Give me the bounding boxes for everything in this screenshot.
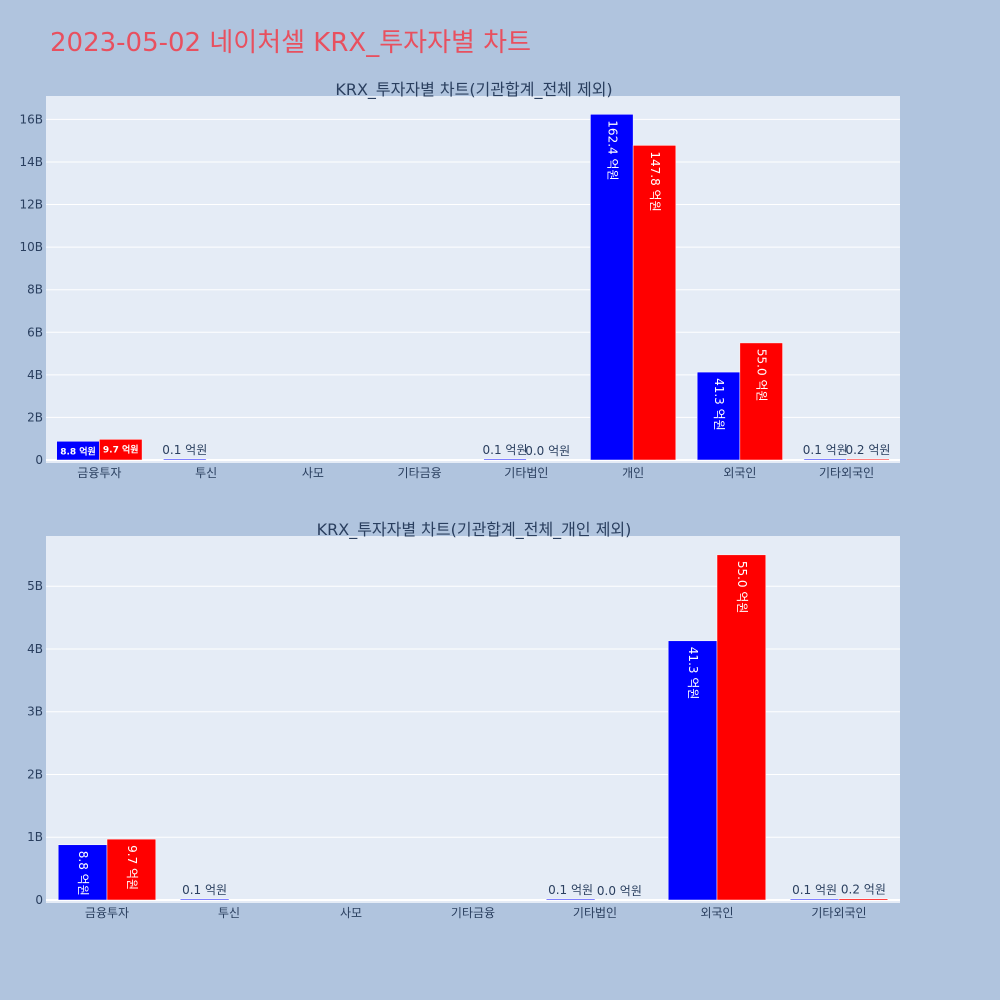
bar-label: 0.1 억원 xyxy=(803,443,848,457)
y-tick-label: 5B xyxy=(27,579,43,593)
bar-label: 0.0 억원 xyxy=(525,444,570,458)
bar-label: 41.3 억원 xyxy=(712,378,726,431)
x-tick-label: 기타금융 xyxy=(398,466,442,480)
bar xyxy=(789,898,840,901)
bar xyxy=(838,898,889,901)
bar-label: 147.8 억원 xyxy=(648,151,662,211)
bar-label: 9.7 억원 xyxy=(103,443,139,455)
y-tick-label: 4B xyxy=(27,368,43,382)
y-tick-label: 16B xyxy=(19,112,43,126)
y-tick-label: 12B xyxy=(19,198,43,212)
bar-label: 0.0 억원 xyxy=(597,884,642,898)
x-tick-label: 금융투자 xyxy=(77,466,121,480)
bar-label: 9.7 억원 xyxy=(125,845,139,890)
bar-label: 0.1 억원 xyxy=(548,883,593,897)
chart-title: KRX_투자자별 차트(기관합계_전체_개인 제외) xyxy=(317,520,632,540)
x-tick-label: 기타법인 xyxy=(573,906,617,920)
bar xyxy=(667,640,718,901)
x-tick-label: 사모 xyxy=(340,906,362,920)
bar xyxy=(106,838,157,901)
bar-label: 0.1 억원 xyxy=(483,443,528,457)
x-tick-label: 기타외국인 xyxy=(811,906,866,920)
bar xyxy=(846,458,890,461)
x-tick-label: 사모 xyxy=(302,466,324,480)
y-tick-label: 1B xyxy=(27,830,43,844)
y-tick-label: 14B xyxy=(19,155,43,169)
bar-label: 55.0 억원 xyxy=(735,561,749,614)
bar xyxy=(716,554,767,901)
bar-label: 0.1 억원 xyxy=(182,883,227,897)
bar xyxy=(99,439,143,461)
y-tick-label: 4B xyxy=(27,642,43,656)
y-tick-label: 8B xyxy=(27,283,43,297)
bar-label: 0.1 억원 xyxy=(162,443,207,457)
bar-label: 8.8 억원 xyxy=(76,851,90,896)
y-tick-label: 3B xyxy=(27,705,43,719)
y-tick-label: 2B xyxy=(27,410,43,424)
y-tick-label: 10B xyxy=(19,240,43,254)
bar-label: 8.8 억원 xyxy=(60,445,96,457)
bar-label: 0.2 억원 xyxy=(845,443,890,457)
bar xyxy=(803,458,847,461)
chart-title: KRX_투자자별 차트(기관합계_전체 제외) xyxy=(335,80,612,100)
bar xyxy=(483,458,527,461)
y-tick-label: 6B xyxy=(27,325,43,339)
bar-label: 41.3 억원 xyxy=(686,647,700,700)
x-tick-label: 기타금융 xyxy=(451,906,495,920)
bar xyxy=(57,844,108,901)
page-title: 2023-05-02 네이처셀 KRX_투자자별 차트 xyxy=(50,28,532,58)
bar xyxy=(179,898,230,901)
x-tick-label: 개인 xyxy=(622,466,644,480)
plot-area xyxy=(46,536,900,903)
y-tick-label: 0 xyxy=(35,453,43,467)
bar-label: 0.2 억원 xyxy=(841,883,886,897)
chart-lower: 0 1B 2B 3B 4B 5B KRX_투자자별 차트(기관합계_전체_개인 제외) 금융투… xyxy=(27,520,900,920)
x-tick-label: 기타법인 xyxy=(504,466,548,480)
bar-label: 0.1 억원 xyxy=(792,883,837,897)
x-tick-label: 기타외국인 xyxy=(819,466,874,480)
y-tick-label: 0 xyxy=(35,893,43,907)
bar xyxy=(696,371,741,461)
x-tick-label: 투신 xyxy=(195,466,217,480)
bar xyxy=(163,458,207,461)
bar xyxy=(632,145,677,461)
x-tick-label: 외국인 xyxy=(723,466,756,480)
bar xyxy=(545,898,596,901)
x-tick-label: 외국인 xyxy=(700,906,733,920)
chart-upper: 0 2B 4B 6B 8B 10B 12B 14B 16B KRX_투자자별 차트(기관합계_전체… xyxy=(19,80,900,480)
bar-label: 162.4 억원 xyxy=(605,120,619,180)
x-tick-label: 금융투자 xyxy=(85,906,129,920)
x-tick-label: 투신 xyxy=(218,906,240,920)
bar xyxy=(739,342,783,461)
y-tick-label: 2B xyxy=(27,767,43,781)
bar-label: 55.0 억원 xyxy=(755,349,769,402)
